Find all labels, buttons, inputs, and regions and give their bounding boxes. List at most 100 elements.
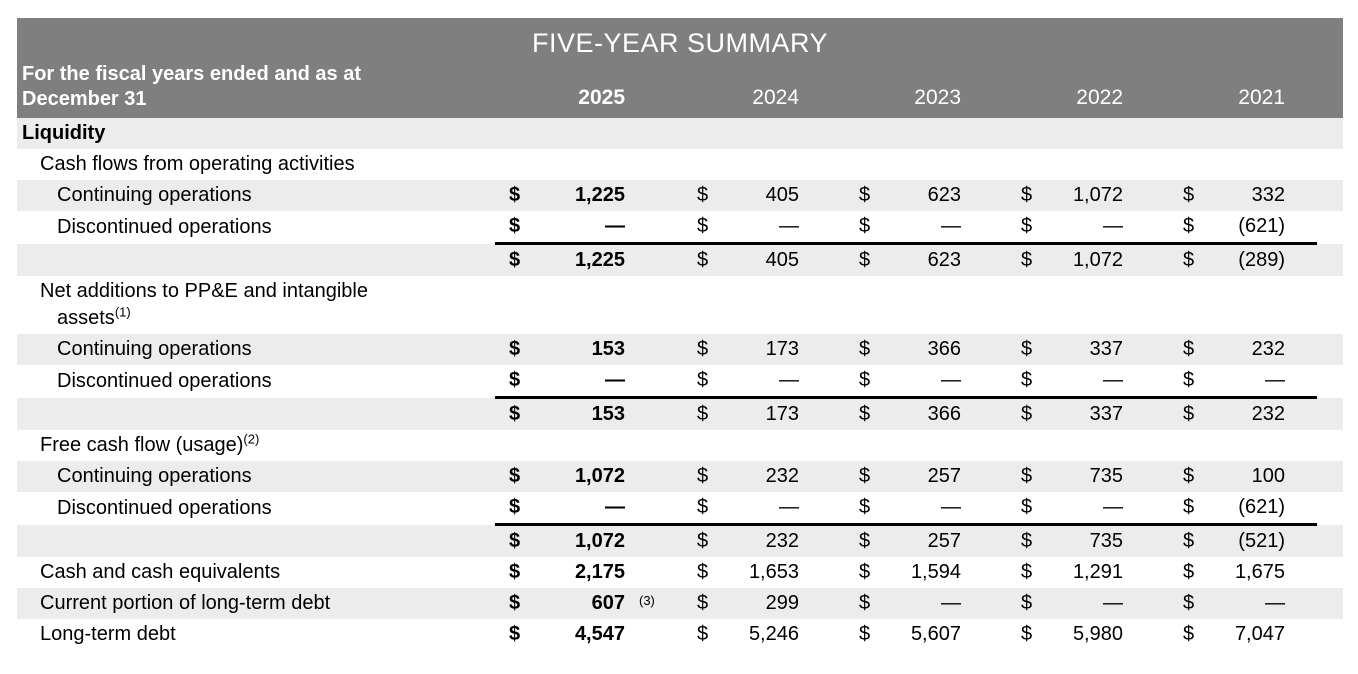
currency-symbol: [859, 118, 875, 149]
gap-cell: [993, 149, 1021, 180]
footnote-cell: [625, 118, 669, 149]
value-cell: [1037, 430, 1123, 461]
currency-symbol: $: [859, 365, 875, 399]
row-label: Discontinued operations: [57, 215, 272, 238]
value-cell: 232: [765, 530, 799, 552]
gap-cell: [993, 118, 1021, 149]
gap-cell: [669, 276, 697, 334]
value-cell: [875, 430, 961, 461]
currency-symbol: $: [1183, 592, 1195, 614]
table-header: FIVE-YEAR SUMMARY For the fiscal years e…: [17, 18, 1344, 118]
value-cell: (521): [1238, 530, 1285, 552]
value-cell: —: [525, 211, 625, 245]
gap-cell: [669, 334, 697, 365]
currency-symbol: $: [697, 211, 713, 245]
value-cell: 332: [1251, 184, 1285, 206]
footnote-cell: [625, 461, 669, 492]
value-cell: 153: [591, 338, 625, 360]
currency-symbol: [495, 149, 525, 180]
currency-symbol: [1183, 118, 1199, 149]
value-cell: [713, 149, 799, 180]
table-row: Discontinued operations $ — $ — $ — $ — $ (621): [17, 211, 1343, 245]
trail-cell: [799, 276, 831, 334]
value-cell: 5,246: [748, 623, 799, 645]
value-cell: 405: [765, 249, 799, 271]
trail-cell: [799, 365, 831, 399]
value-cell: 5,607: [910, 623, 961, 645]
gap-cell: [1155, 365, 1183, 399]
currency-symbol: $: [697, 592, 709, 614]
currency-symbol: [859, 149, 875, 180]
value-cell: 5,980: [1072, 623, 1123, 645]
spacer-cell: [1317, 588, 1343, 619]
currency-symbol: [1183, 149, 1199, 180]
footnote-cell: [625, 557, 669, 588]
trail-cell: [1285, 149, 1317, 180]
footnote-cell: [625, 492, 669, 526]
value-cell: 623: [927, 249, 961, 271]
currency-symbol: $: [859, 465, 871, 487]
value-cell: [1199, 430, 1285, 461]
table-row: Current portion of long-term debt $607 (3)…: [17, 588, 1344, 619]
value-cell: 607: [591, 592, 625, 614]
currency-symbol: $: [509, 592, 521, 614]
gap-header: [799, 62, 831, 118]
currency-symbol: [697, 430, 713, 461]
value-cell: [713, 276, 799, 334]
table-row: Liquidity: [17, 118, 1344, 149]
gap-cell: [1155, 588, 1183, 619]
currency-symbol: $: [859, 592, 871, 614]
value-cell: —: [1037, 211, 1123, 245]
spacer-cell: [1317, 619, 1343, 650]
currency-symbol: [495, 276, 525, 334]
gap-cell: [669, 365, 697, 399]
currency-symbol: $: [697, 561, 709, 583]
fiscal-period-subheader: For the fiscal years ended and as at Dec…: [17, 62, 495, 118]
value-cell: 1,225: [574, 249, 625, 271]
table-row: Long-term debt $4,547 $5,246 $5,607 $5,980 $7…: [17, 619, 1343, 650]
gap-cell: [831, 180, 859, 211]
gap-cell: [993, 276, 1021, 334]
trail-cell: [1123, 149, 1155, 180]
spacer-cell: [1317, 557, 1343, 588]
gap-cell: [993, 525, 1021, 558]
currency-symbol: [495, 430, 525, 461]
gap-cell: [831, 211, 859, 245]
row-label: Net additions to PP&E and intangible asse…: [40, 280, 368, 329]
gap-cell: [831, 365, 859, 399]
value-cell: 1,225: [574, 184, 625, 206]
gap-cell: [993, 492, 1021, 526]
footnote-cell: [625, 149, 669, 180]
trail-cell: [961, 525, 993, 558]
row-label: Cash and cash equivalents: [40, 561, 281, 583]
currency-symbol: $: [1021, 492, 1037, 526]
trail-cell: [961, 461, 993, 492]
year-header-2022: 2022: [993, 62, 1123, 118]
footnote-cell: [625, 430, 669, 461]
trail-cell: [1123, 398, 1155, 431]
currency-symbol: [1183, 276, 1199, 334]
value-cell: 1,653: [748, 561, 799, 583]
currency-symbol: $: [697, 492, 713, 526]
gap-cell: [669, 588, 697, 619]
value-cell: [525, 276, 625, 334]
gap-cell: [669, 525, 697, 558]
value-cell: 257: [927, 530, 961, 552]
spacer-cell: [1317, 398, 1343, 431]
table-row: Net additions to PP&E and intangible asse…: [17, 276, 1343, 334]
table-row: $1,072 $232 $257 $735 $ (521): [17, 524, 1344, 558]
value-cell: [875, 149, 961, 180]
value-cell: (289): [1238, 249, 1285, 271]
currency-symbol: $: [1021, 465, 1033, 487]
currency-symbol: [1183, 430, 1199, 461]
value-cell: 366: [927, 338, 961, 360]
currency-symbol: $: [1183, 338, 1195, 360]
value-cell: [525, 430, 625, 461]
currency-symbol: $: [509, 184, 521, 206]
title-row: FIVE-YEAR SUMMARY: [17, 18, 1344, 62]
trail-cell: [961, 149, 993, 180]
trail-cell: [961, 244, 993, 277]
gap-cell: [993, 180, 1021, 211]
currency-symbol: $: [1021, 592, 1033, 614]
value-cell: 232: [1251, 403, 1285, 425]
